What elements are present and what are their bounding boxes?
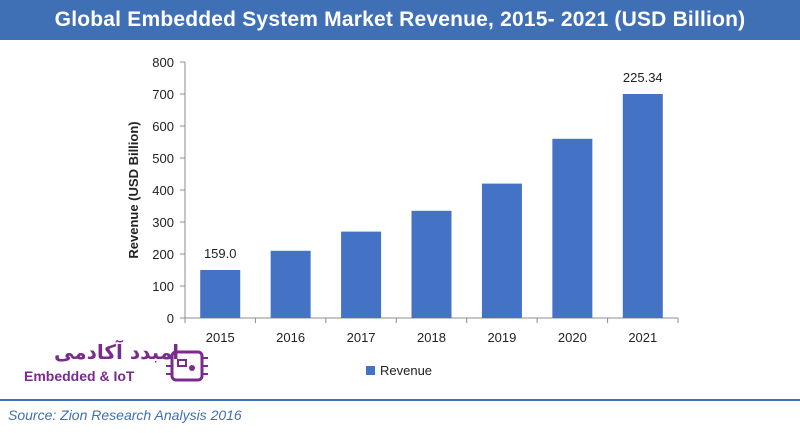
x-tick-label: 2015 bbox=[206, 330, 235, 345]
circuit-chip-icon bbox=[166, 350, 208, 382]
bar-2017 bbox=[341, 231, 382, 318]
bar-2020 bbox=[552, 138, 593, 318]
x-tick-label: 2017 bbox=[347, 330, 376, 345]
y-tick-label: 300 bbox=[152, 215, 174, 230]
source-footer: Source: Zion Research Analysis 2016 bbox=[0, 399, 800, 433]
data-label: 159.0 bbox=[204, 246, 237, 261]
bar-2021 bbox=[622, 94, 663, 318]
legend-swatch bbox=[366, 366, 375, 375]
y-axis-title: Revenue (USD Billion) bbox=[126, 121, 141, 258]
chart-title: Global Embedded System Market Revenue, 2… bbox=[0, 0, 800, 40]
data-label: 225.34 bbox=[623, 70, 663, 85]
y-tick-label: 600 bbox=[152, 119, 174, 134]
x-tick-label: 2021 bbox=[628, 330, 657, 345]
legend: Revenue bbox=[366, 363, 432, 378]
logo-english-text: Embedded & IoT bbox=[24, 368, 135, 384]
source-text: Source: Zion Research Analysis 2016 bbox=[8, 407, 242, 423]
x-tick-label: 2020 bbox=[558, 330, 587, 345]
academy-logo: امبدد آکادمی Embedded & IoT bbox=[18, 340, 218, 390]
y-tick-label: 100 bbox=[152, 279, 174, 294]
y-tick-label: 500 bbox=[152, 151, 174, 166]
x-tick-label: 2016 bbox=[276, 330, 305, 345]
y-tick-label: 800 bbox=[152, 55, 174, 70]
logo-persian-text: امبدد آکادمی bbox=[54, 340, 180, 364]
bar-2016 bbox=[270, 250, 311, 318]
legend-label: Revenue bbox=[380, 363, 432, 378]
y-tick-label: 0 bbox=[167, 311, 174, 326]
bar-2015 bbox=[200, 270, 241, 318]
x-tick-label: 2019 bbox=[487, 330, 516, 345]
labels: 2015 159.0 2016 2017 2018 2019 2020 2021 225.34 bbox=[204, 70, 663, 345]
x-tick-label: 2018 bbox=[417, 330, 446, 345]
bars bbox=[200, 94, 663, 318]
y-tick-label: 200 bbox=[152, 247, 174, 262]
y-tick-label: 700 bbox=[152, 87, 174, 102]
bar-2019 bbox=[481, 183, 522, 318]
axes: 0 100 200 300 400 500 600 700 800 Revenue (USD Bi… bbox=[126, 55, 679, 326]
bar-2018 bbox=[411, 210, 452, 318]
y-tick-label: 400 bbox=[152, 183, 174, 198]
bar-chart: 0 100 200 300 400 500 600 700 800 Revenue (USD Bi… bbox=[126, 55, 679, 378]
